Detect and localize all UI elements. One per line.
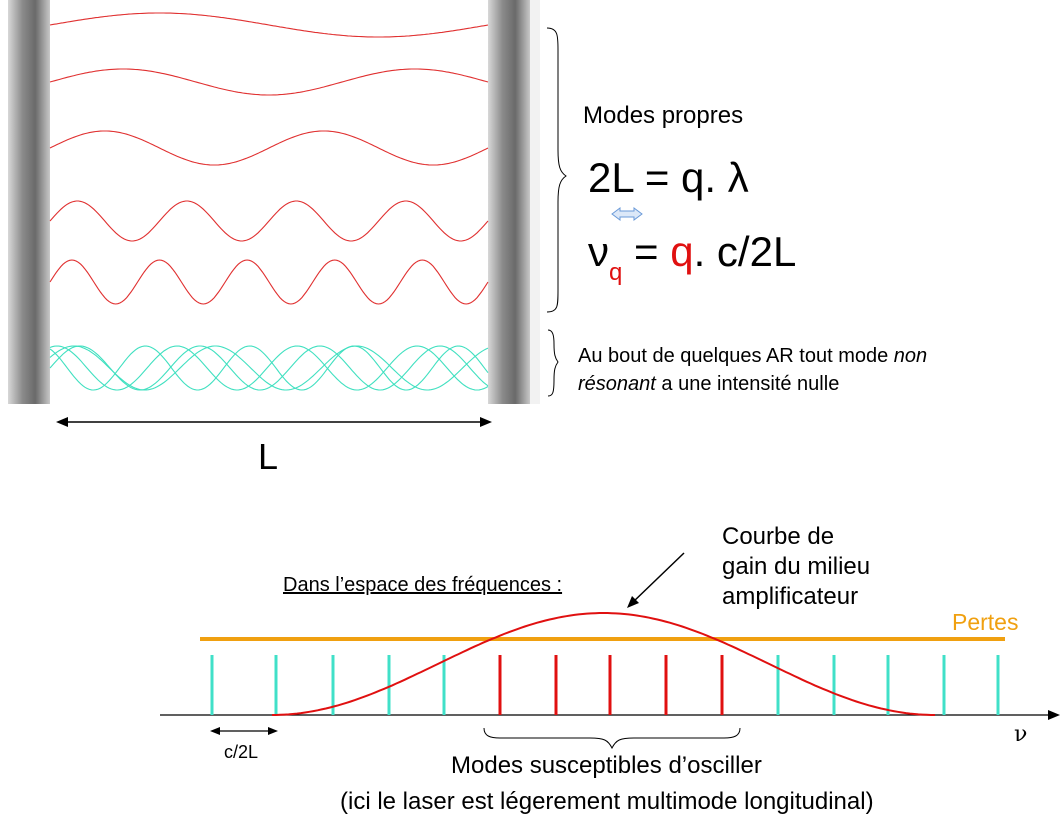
- standing-wave-mode-3: [49, 130, 489, 166]
- standing-wave-mode-4: [49, 200, 489, 242]
- frequency-equation: νq = q. c/2L: [588, 228, 796, 287]
- nonresonant-brace: [547, 329, 559, 397]
- spacing-arrow: [210, 727, 278, 735]
- standing-wave-mode-5: [49, 259, 489, 305]
- cavity-interior: [48, 0, 490, 404]
- nonresonant-wave-2: [49, 345, 489, 391]
- longitudinal-modes: [210, 655, 1000, 715]
- standing-wave-mode-2: [49, 68, 489, 96]
- frequency-space-label: Dans l’espace des fréquences :: [283, 574, 563, 596]
- non-resonant-modes: [49, 345, 489, 391]
- resonance-equation: 2L = q. λ: [588, 154, 749, 201]
- note-line2: a une intensité nulle: [655, 373, 840, 395]
- note-line2-italic: résonant: [578, 373, 656, 395]
- multimode-note: (ici le laser est légerement multimode l…: [340, 788, 874, 815]
- mode-index: q: [670, 228, 694, 275]
- nonresonant-wave-4: [49, 345, 489, 391]
- standing-wave-mode-1: [49, 12, 489, 38]
- modes-title: Modes propres: [583, 102, 744, 129]
- nu-subscript: q: [609, 259, 623, 286]
- cavity-length-label: L: [258, 436, 279, 477]
- gain-label-line3: amplificateur: [722, 583, 859, 610]
- gain-curve: [272, 612, 935, 716]
- gain-label-line1: Courbe de: [722, 523, 835, 550]
- right-mirror: [488, 0, 530, 404]
- oscillating-modes-label: Modes susceptibles d’osciller: [451, 752, 762, 779]
- note-line1-italic: non: [893, 345, 928, 367]
- equivalence-arrow: [611, 207, 643, 221]
- length-arrow: [56, 417, 492, 427]
- note-line1: Au bout de quelques AR tout mode: [578, 345, 894, 367]
- cavity-modes: [49, 12, 489, 305]
- frequency-rest: . c/2L: [693, 228, 797, 275]
- left-mirror: [8, 0, 50, 404]
- equals-sign: =: [622, 228, 671, 275]
- frequency-axis-label: ν: [1014, 722, 1028, 747]
- gain-curve-label: Courbe de gain du milieu amplificateur: [722, 522, 870, 612]
- nonresonant-note: Au bout de quelques AR tout mode non rés…: [578, 342, 927, 398]
- gain-pointer-arrow: [627, 552, 685, 608]
- losses-label: Pertes: [952, 609, 1019, 635]
- frequency-axis: [160, 710, 1060, 720]
- oscillating-brace: [483, 727, 741, 750]
- mode-spacing-label: c/2L: [224, 742, 259, 762]
- gain-label-line2: gain du milieu: [722, 553, 871, 580]
- nu-symbol: ν: [588, 228, 609, 275]
- modes-brace: [546, 27, 567, 313]
- nonresonant-wave-1: [49, 345, 489, 391]
